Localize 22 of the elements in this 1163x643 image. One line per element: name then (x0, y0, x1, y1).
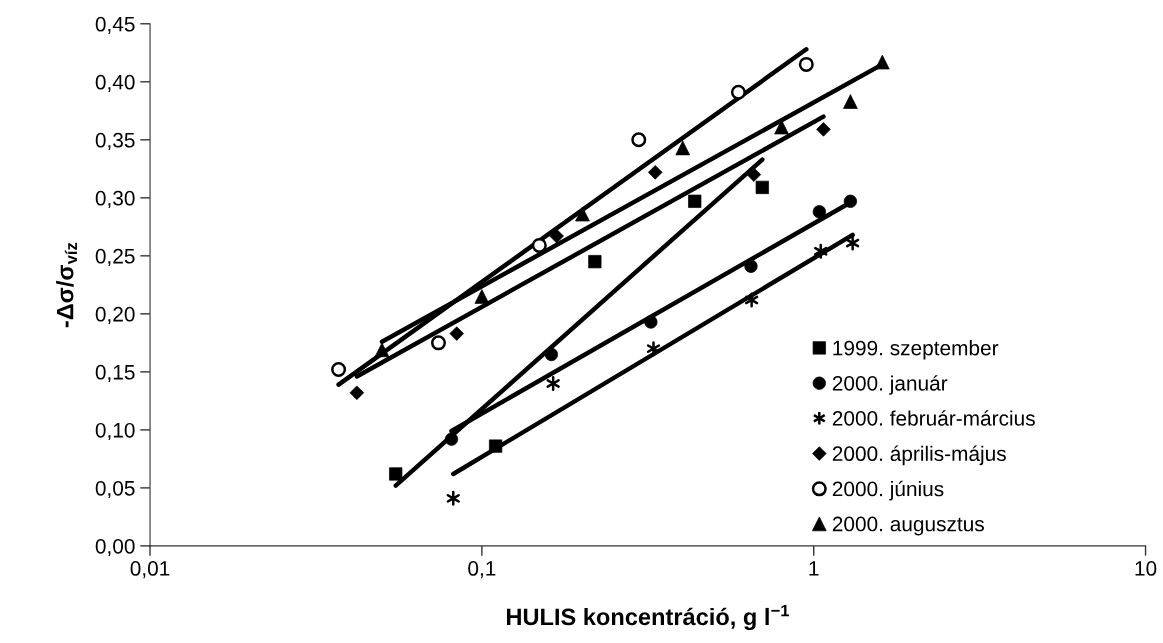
y-tick-label: 0,10 (95, 422, 135, 441)
x-tick-label: 10 (1135, 561, 1157, 576)
legend-label: 2000. február-március (832, 410, 1035, 426)
y-tick-label: 0,00 (95, 538, 135, 557)
y-tick-label: 0,35 (95, 132, 135, 151)
x-tick-label: 0,01 (130, 561, 170, 579)
x-tick-label: 0,1 (468, 561, 496, 579)
x-axis-title: HULIS koncentráció, g l$^{−1}$ (506, 604, 790, 631)
y-axis-title: -Δσ/σ$_{víz}$ (56, 242, 77, 328)
y-tick-label: 0,15 (95, 364, 135, 383)
legend-label: 2000. június (832, 480, 944, 501)
x-tick-label: 1 (809, 561, 819, 576)
legend-label: 1999. szeptember (833, 340, 999, 360)
y-tick-label: 0,25 (95, 248, 135, 267)
legend-label: 2000. április-május (832, 445, 1006, 466)
y-tick-label: 0,45 (95, 16, 135, 35)
y-tick-label: 0,40 (95, 74, 135, 93)
legend-label: 2000. január (832, 375, 948, 395)
y-tick-label: 0,30 (95, 190, 135, 209)
legend-label: 2000. augusztus (832, 516, 984, 536)
y-tick-label: 0,20 (95, 306, 135, 325)
y-tick-label: 0,05 (95, 480, 135, 499)
